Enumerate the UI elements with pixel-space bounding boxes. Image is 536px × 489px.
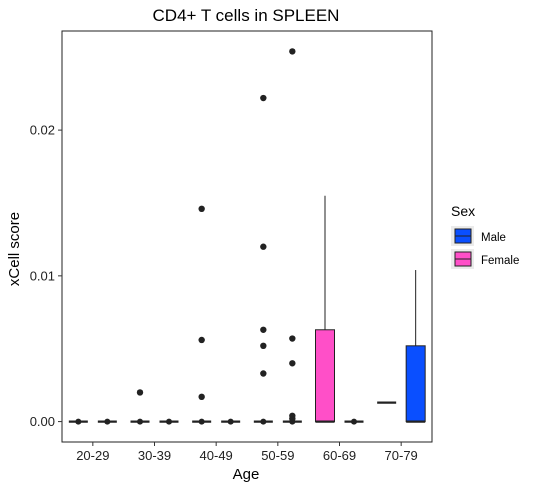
outlier-point (198, 336, 205, 344)
x-tick-label: 70-79 (385, 448, 418, 463)
x-tick-label: 50-59 (261, 448, 294, 463)
outlier-point (166, 418, 172, 425)
y-axis-title: xCell score (6, 212, 23, 286)
outlier-point (260, 94, 267, 102)
box-male (405, 345, 426, 423)
outlier-point (260, 370, 267, 377)
outlier-point (260, 342, 267, 350)
outlier-point (198, 393, 205, 401)
x-axis: 20-29 30-39 40-49 50-59 60-69 70-79 (76, 442, 418, 463)
outlier-point (351, 418, 357, 425)
x-tick-label: 40-49 (200, 448, 233, 463)
y-tick-label: 0.01 (30, 268, 55, 283)
box-female (315, 329, 335, 423)
y-tick-label: 0.02 (30, 123, 55, 138)
x-tick-label: 30-39 (138, 448, 171, 463)
y-axis: 0.00 0.01 0.02 (30, 123, 62, 429)
outlier-point (260, 243, 267, 250)
outlier-point (104, 418, 111, 425)
outliers-layer (75, 48, 357, 425)
legend: Sex Male Female (451, 203, 519, 269)
outlier-point (289, 360, 296, 367)
outlier-point (260, 418, 267, 425)
outlier-point (227, 418, 234, 425)
outlier-point (137, 418, 143, 425)
outlier-point (289, 48, 296, 55)
legend-title: Sex (451, 203, 475, 219)
outlier-point (289, 335, 296, 342)
outlier-point (289, 418, 296, 425)
outlier-point (198, 418, 205, 425)
x-tick-label: 20-29 (76, 448, 109, 463)
plot-panel (61, 30, 433, 443)
chart-title: CD4+ T cells in SPLEEN (153, 6, 340, 25)
legend-label-female: Female (481, 255, 519, 267)
outlier-point (75, 418, 82, 425)
outlier-point (198, 205, 205, 213)
legend-label-male: Male (481, 232, 506, 244)
outlier-point (136, 389, 144, 396)
outlier-point (260, 326, 267, 333)
x-tick-label: 60-69 (323, 448, 356, 463)
y-tick-label: 0.00 (30, 414, 55, 429)
x-axis-title: Age (233, 466, 260, 483)
